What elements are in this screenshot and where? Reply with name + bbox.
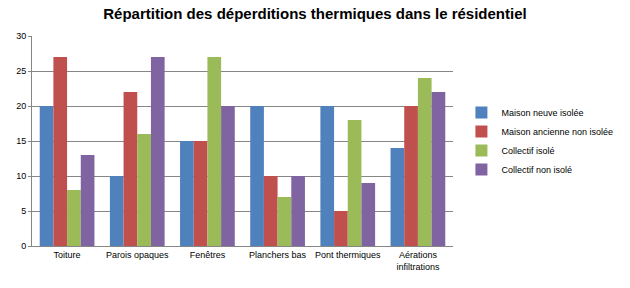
svg-text:Toiture: Toiture xyxy=(54,250,81,260)
svg-text:Maison neuve isolée: Maison neuve isolée xyxy=(501,108,583,118)
svg-text:Collectif isolé: Collectif isolé xyxy=(501,146,554,156)
svg-text:0: 0 xyxy=(21,241,26,251)
svg-text:Collectif non isolé: Collectif non isolé xyxy=(501,165,572,175)
svg-text:Aérationsinfiltrations: Aérationsinfiltrations xyxy=(396,250,440,272)
svg-text:5: 5 xyxy=(21,206,26,216)
svg-text:15: 15 xyxy=(16,136,26,146)
svg-text:Répartition des déperditions t: Répartition des déperditions thermiques … xyxy=(103,5,526,22)
svg-text:Planchers bas: Planchers bas xyxy=(249,250,307,260)
svg-text:Pont thermiques: Pont thermiques xyxy=(315,250,381,260)
svg-text:Maison ancienne non isolée: Maison ancienne non isolée xyxy=(501,127,613,137)
svg-text:10: 10 xyxy=(16,171,26,181)
svg-text:25: 25 xyxy=(16,66,26,76)
svg-text:30: 30 xyxy=(16,31,26,41)
svg-text:Fenêtres: Fenêtres xyxy=(190,250,226,260)
svg-text:Parois opaques: Parois opaques xyxy=(106,250,169,260)
svg-text:20: 20 xyxy=(16,101,26,111)
